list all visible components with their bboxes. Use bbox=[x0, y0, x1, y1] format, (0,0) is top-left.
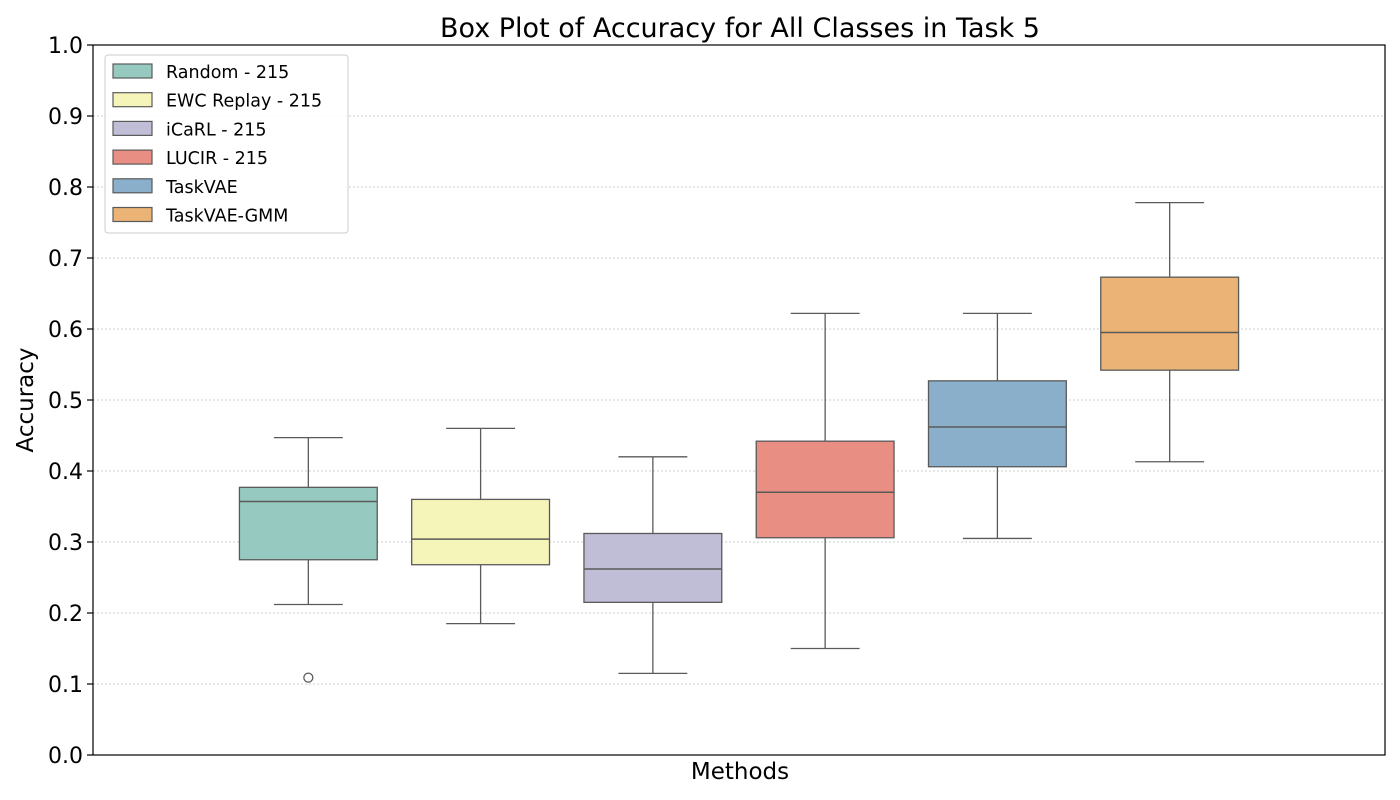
legend-swatch bbox=[112, 149, 153, 165]
legend-label: Random - 215 bbox=[166, 63, 289, 83]
y-tick-label: 1.0 bbox=[48, 34, 83, 59]
y-tick-label: 0.9 bbox=[48, 105, 83, 130]
plot-frame bbox=[92, 44, 1386, 756]
boxes bbox=[238, 201, 1240, 683]
y-tick-label: 0.5 bbox=[48, 389, 83, 414]
y-tick-label: 0.0 bbox=[48, 744, 83, 769]
y-tick-label: 0.8 bbox=[48, 176, 83, 201]
box-iqr bbox=[238, 486, 378, 561]
box-group bbox=[238, 436, 378, 683]
y-axis-label: Accuracy bbox=[13, 347, 39, 452]
y-tick-label: 0.3 bbox=[48, 531, 83, 556]
y-tick-label: 0.6 bbox=[48, 318, 83, 343]
box-iqr bbox=[755, 440, 895, 539]
chart-title: Box Plot of Accuracy for All Classes in … bbox=[440, 13, 1040, 44]
y-tick-label: 0.7 bbox=[48, 247, 83, 272]
y-tick-label: 0.4 bbox=[48, 460, 83, 485]
legend-label: LUCIR - 215 bbox=[166, 149, 268, 169]
legend-swatch bbox=[112, 178, 153, 194]
x-axis-label: Methods bbox=[691, 759, 789, 785]
legend-frame bbox=[104, 54, 349, 234]
box-iqr bbox=[927, 380, 1067, 468]
box-group bbox=[927, 312, 1067, 540]
box-iqr bbox=[1100, 276, 1240, 371]
legend: Random - 215 EWC Replay - 215 iCaRL - 215 L… bbox=[104, 54, 349, 234]
legend-swatch bbox=[112, 120, 153, 137]
legend-swatch bbox=[112, 63, 153, 79]
box-group bbox=[755, 312, 895, 650]
legend-label: iCaRL - 215 bbox=[166, 120, 267, 140]
box-iqr bbox=[583, 532, 723, 603]
box-group bbox=[583, 456, 723, 674]
outlier-point bbox=[303, 672, 314, 683]
legend-label: TaskVAE-GMM bbox=[165, 207, 288, 227]
box-group bbox=[1100, 201, 1240, 463]
y-tick-label: 0.1 bbox=[48, 673, 83, 698]
y-tick-label: 0.2 bbox=[48, 602, 83, 627]
legend-swatch bbox=[112, 92, 153, 108]
box-group bbox=[411, 427, 551, 625]
legend-label: EWC Replay - 215 bbox=[166, 92, 322, 112]
legend-label: TaskVAE bbox=[165, 178, 238, 198]
legend-swatch bbox=[112, 206, 153, 223]
box-iqr bbox=[411, 498, 551, 566]
y-axis-ticks: 0.0 0.1 0.2 0.3 0.4 0.5 0.6 0.7 0.8 0.9 1.0 bbox=[48, 34, 93, 769]
